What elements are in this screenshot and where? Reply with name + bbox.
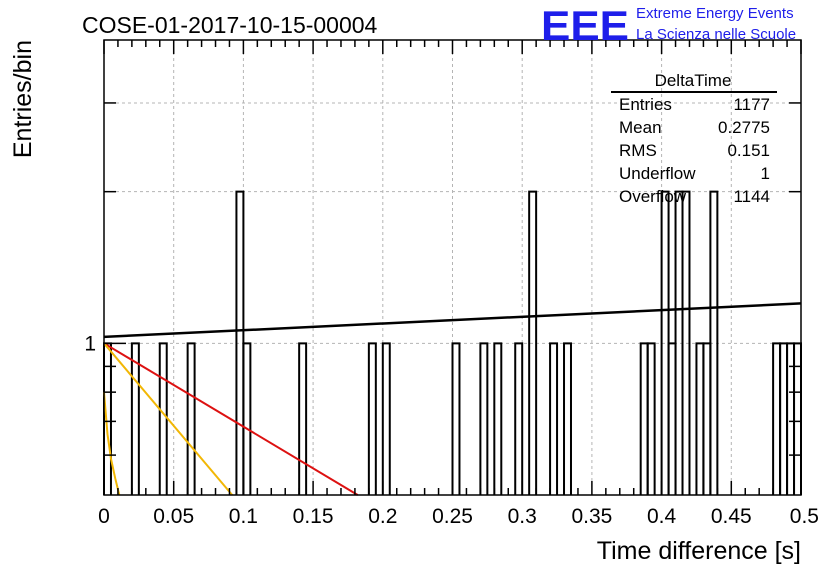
stats-row-label: Mean xyxy=(619,118,662,137)
eee-logo-mark: EEE xyxy=(541,2,629,49)
stats-row-value: 1177 xyxy=(733,95,770,114)
run-title: COSE-01-2017-10-15-00004 xyxy=(82,12,378,38)
x-axis-label: Time difference [s] xyxy=(597,537,801,565)
histogram-bin xyxy=(681,190,691,495)
x-tick-label: 0.25 xyxy=(432,505,473,528)
histogram-bin xyxy=(695,342,705,495)
histogram-bin xyxy=(298,342,308,495)
x-tick-label: 0.45 xyxy=(711,505,752,528)
x-tick-label: 0 xyxy=(98,505,110,528)
stats-row-label: Overflow xyxy=(619,187,687,206)
histogram-bin xyxy=(646,342,656,495)
x-tick-label: 0.35 xyxy=(571,505,612,528)
histogram-bin xyxy=(367,342,377,495)
fit-curves xyxy=(103,302,802,496)
x-tick-label: 0.15 xyxy=(293,505,334,528)
x-tick-label: 0.1 xyxy=(229,505,258,528)
eee-logo: EEE Extreme Energy Events La Scienza nel… xyxy=(541,2,796,49)
stats-row-label: Entries xyxy=(619,95,672,114)
stats-row-label: RMS xyxy=(619,141,657,160)
histogram-bin xyxy=(451,342,461,495)
stats-box-title: DeltaTime xyxy=(655,71,732,90)
x-tick-label: 0.4 xyxy=(647,505,677,528)
histogram-bin xyxy=(549,342,559,495)
histogram-bin xyxy=(479,342,489,495)
histogram-bin xyxy=(667,342,677,495)
stats-box-rows: Entries 1177 Mean 0.2775 RMS 0.151 Underflow 1 O… xyxy=(619,95,770,206)
histogram-bin xyxy=(381,342,391,495)
histogram-bin xyxy=(779,342,789,495)
histogram-bin xyxy=(158,342,168,495)
stats-row-value: 1 xyxy=(761,164,770,183)
stats-row-value: 1144 xyxy=(733,187,770,206)
histogram-bin xyxy=(702,342,712,495)
eee-logo-line1: Extreme Energy Events xyxy=(636,5,794,22)
fit-curve xyxy=(103,392,121,496)
stats-box: DeltaTime Entries 1177 Mean 0.2775 RMS 0.151 U… xyxy=(611,71,777,206)
histogram-bin xyxy=(639,342,649,495)
stats-row-value: 0.151 xyxy=(727,141,770,160)
y-tick-label: 1 xyxy=(84,332,96,355)
histogram-bin xyxy=(709,190,719,495)
y-axis-label: Entries/bin xyxy=(9,40,37,158)
axis-ticks xyxy=(103,40,802,495)
histogram-bin xyxy=(563,342,572,495)
histogram-bin xyxy=(493,342,503,495)
fit-curve xyxy=(103,342,359,496)
histogram-bin xyxy=(514,342,524,495)
fit-curve xyxy=(103,342,233,496)
eee-logo-line2: La Scienza nelle Scuole xyxy=(636,26,796,43)
histogram-bin xyxy=(242,342,252,495)
x-tick-label: 0.05 xyxy=(153,505,194,528)
stats-row-value: 0.2775 xyxy=(718,118,770,137)
fit-curve xyxy=(103,302,802,339)
histogram-bin xyxy=(186,342,196,495)
x-tick-labels: 0 0.05 0.1 0.15 0.2 0.25 0.3 0.35 0.4 0.45 0.5 xyxy=(98,505,819,528)
x-tick-label: 0.2 xyxy=(368,505,397,528)
histogram-bin xyxy=(528,190,538,495)
stats-row-label: Underflow xyxy=(619,164,696,183)
x-tick-label: 0.3 xyxy=(508,505,537,528)
histogram-bin xyxy=(130,342,140,495)
histogram-bin xyxy=(772,342,782,495)
y-tick-labels: 1 xyxy=(84,332,96,355)
x-tick-label: 0.5 xyxy=(790,505,819,528)
